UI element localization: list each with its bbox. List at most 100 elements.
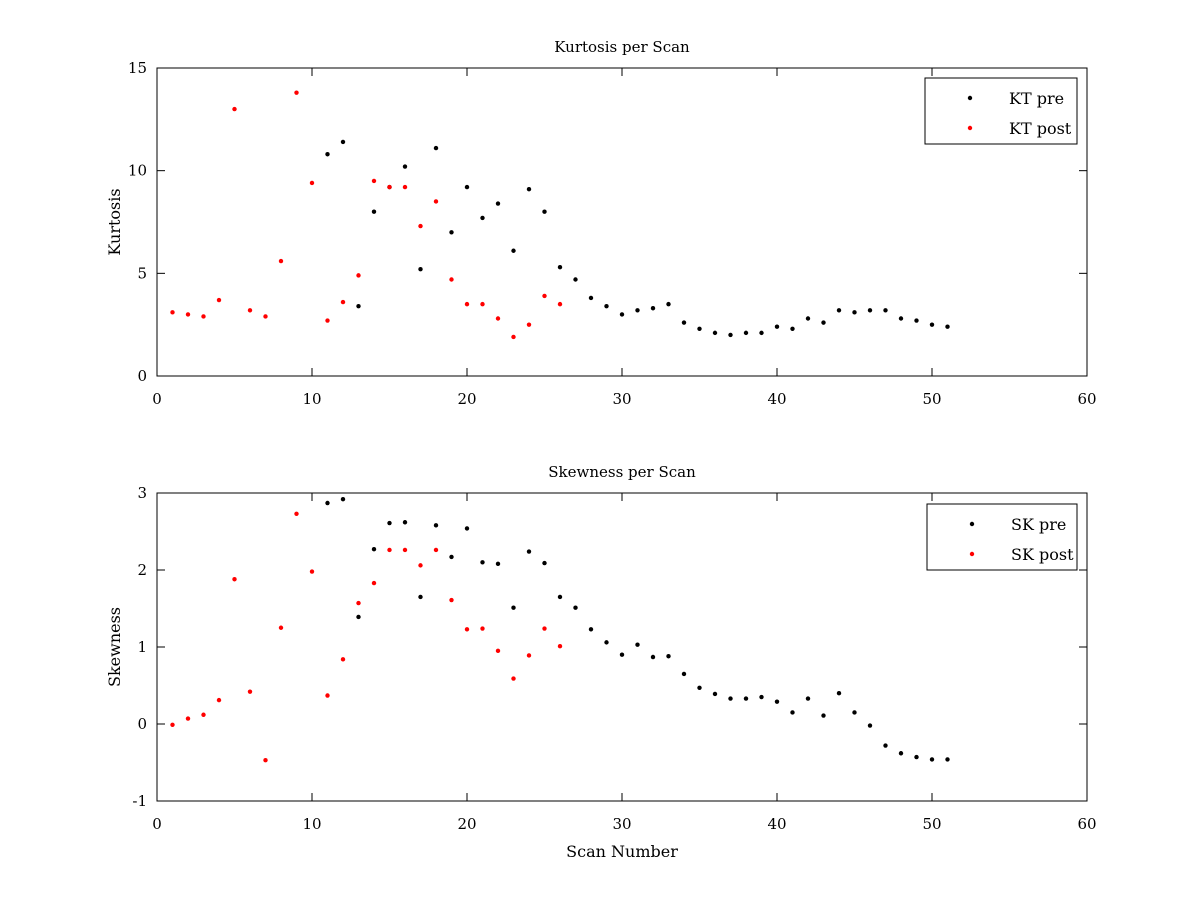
data-point-sk-post: [263, 757, 268, 763]
data-point-sk-pre: [340, 496, 346, 502]
x-tick-label: 40: [767, 815, 786, 833]
data-point-sk-post: [356, 600, 361, 606]
data-point-sk-pre: [449, 554, 454, 560]
data-point-sk-pre: [666, 654, 671, 659]
data-point-sk-post: [201, 712, 206, 717]
data-point-kt-pre: [511, 248, 516, 253]
data-point-kt-post: [449, 277, 454, 282]
x-tick-label: 10: [302, 390, 321, 408]
data-point-sk-pre: [371, 547, 377, 552]
data-point-sk-post: [278, 625, 284, 630]
data-point-sk-pre: [573, 605, 578, 610]
data-point-kt-pre: [495, 201, 501, 206]
legend-marker-kt-post: [967, 125, 973, 131]
data-point-kt-pre: [635, 308, 640, 313]
data-point-kt-pre: [402, 164, 408, 169]
data-point-kt-pre: [588, 295, 594, 301]
series-sk-pre: [325, 496, 950, 762]
y-tick-label: 15: [128, 59, 147, 77]
data-point-kt-post: [232, 106, 237, 112]
chart-title: Kurtosis per Scan: [554, 38, 690, 56]
data-point-sk-pre: [867, 723, 873, 728]
x-tick-label: 30: [612, 815, 631, 833]
x-tick-label: 10: [302, 815, 321, 833]
y-tick-label: 3: [137, 484, 147, 502]
data-point-sk-pre: [635, 642, 640, 647]
data-point-sk-post: [232, 577, 237, 582]
data-point-kt-post: [495, 316, 501, 321]
data-point-sk-pre: [526, 549, 532, 554]
data-point-kt-pre: [712, 330, 718, 336]
data-point-kt-post: [294, 90, 299, 95]
data-point-sk-pre: [650, 654, 656, 660]
x-tick-label: 50: [922, 390, 941, 408]
data-point-kt-pre: [852, 310, 857, 315]
legend-label-kt-post: KT post: [1009, 119, 1072, 138]
data-point-kt-pre: [433, 145, 439, 151]
data-point-kt-pre: [945, 324, 950, 329]
data-point-kt-pre: [898, 316, 904, 321]
data-point-kt-post: [418, 223, 423, 229]
data-point-sk-post: [294, 511, 299, 516]
data-point-kt-pre: [821, 320, 826, 325]
y-axis-label: Kurtosis: [105, 188, 124, 255]
data-point-sk-post: [542, 626, 547, 631]
y-tick-label: 1: [137, 638, 147, 656]
series-sk-post: [170, 511, 563, 763]
data-point-kt-pre: [929, 322, 935, 327]
y-tick-label: -1: [132, 792, 147, 810]
data-point-kt-post: [464, 301, 470, 307]
data-point-kt-pre: [914, 318, 919, 323]
data-point-sk-pre: [557, 594, 563, 600]
y-axis-label: Skewness: [105, 607, 124, 687]
data-point-sk-pre: [604, 640, 609, 645]
data-point-kt-pre: [340, 139, 346, 145]
data-point-sk-post: [247, 689, 253, 694]
data-point-kt-pre: [573, 277, 578, 282]
x-tick-label: 0: [152, 815, 162, 833]
legend: SK pre SK post: [926, 503, 1078, 571]
x-tick-label: 40: [767, 390, 786, 408]
data-point-sk-post: [449, 597, 454, 603]
data-point-sk-pre: [387, 520, 392, 526]
data-point-kt-pre: [836, 308, 842, 313]
data-point-sk-pre: [728, 696, 733, 701]
data-point-sk-pre: [495, 561, 501, 567]
data-point-kt-pre: [650, 306, 656, 311]
data-point-kt-post: [526, 322, 532, 327]
data-point-sk-pre: [480, 560, 485, 565]
data-point-kt-post: [325, 318, 330, 323]
data-point-kt-post: [511, 334, 516, 340]
legend-label-kt-pre: KT pre: [1009, 89, 1064, 108]
legend-marker-sk-post: [969, 551, 975, 557]
data-point-sk-post: [387, 547, 392, 553]
data-point-sk-pre: [898, 751, 904, 756]
data-point-kt-post: [216, 297, 222, 303]
data-point-sk-pre: [759, 694, 764, 700]
x-tick-label: 0: [152, 390, 162, 408]
data-point-sk-pre: [511, 605, 516, 610]
data-point-sk-post: [325, 693, 330, 698]
y-tick-label: 10: [128, 162, 147, 180]
data-point-kt-pre: [759, 330, 764, 336]
x-tick-label: 30: [612, 390, 631, 408]
y-tick-label: 0: [137, 715, 147, 733]
series-kt-pre: [325, 139, 950, 338]
data-point-sk-pre: [945, 757, 950, 762]
data-point-kt-pre: [790, 326, 795, 331]
data-point-kt-pre: [480, 215, 485, 221]
legend-box: [924, 77, 1078, 145]
data-point-kt-post: [170, 310, 175, 315]
legend-box: [926, 503, 1078, 571]
data-point-kt-pre: [666, 301, 671, 307]
data-point-kt-post: [309, 180, 315, 186]
data-point-sk-post: [495, 648, 501, 654]
data-point-kt-pre: [526, 186, 532, 192]
data-point-sk-pre: [774, 699, 780, 704]
data-point-sk-post: [433, 547, 439, 553]
data-point-sk-pre: [852, 710, 857, 715]
data-point-sk-pre: [356, 614, 361, 620]
data-point-sk-pre: [697, 685, 702, 691]
data-point-kt-pre: [883, 308, 888, 313]
